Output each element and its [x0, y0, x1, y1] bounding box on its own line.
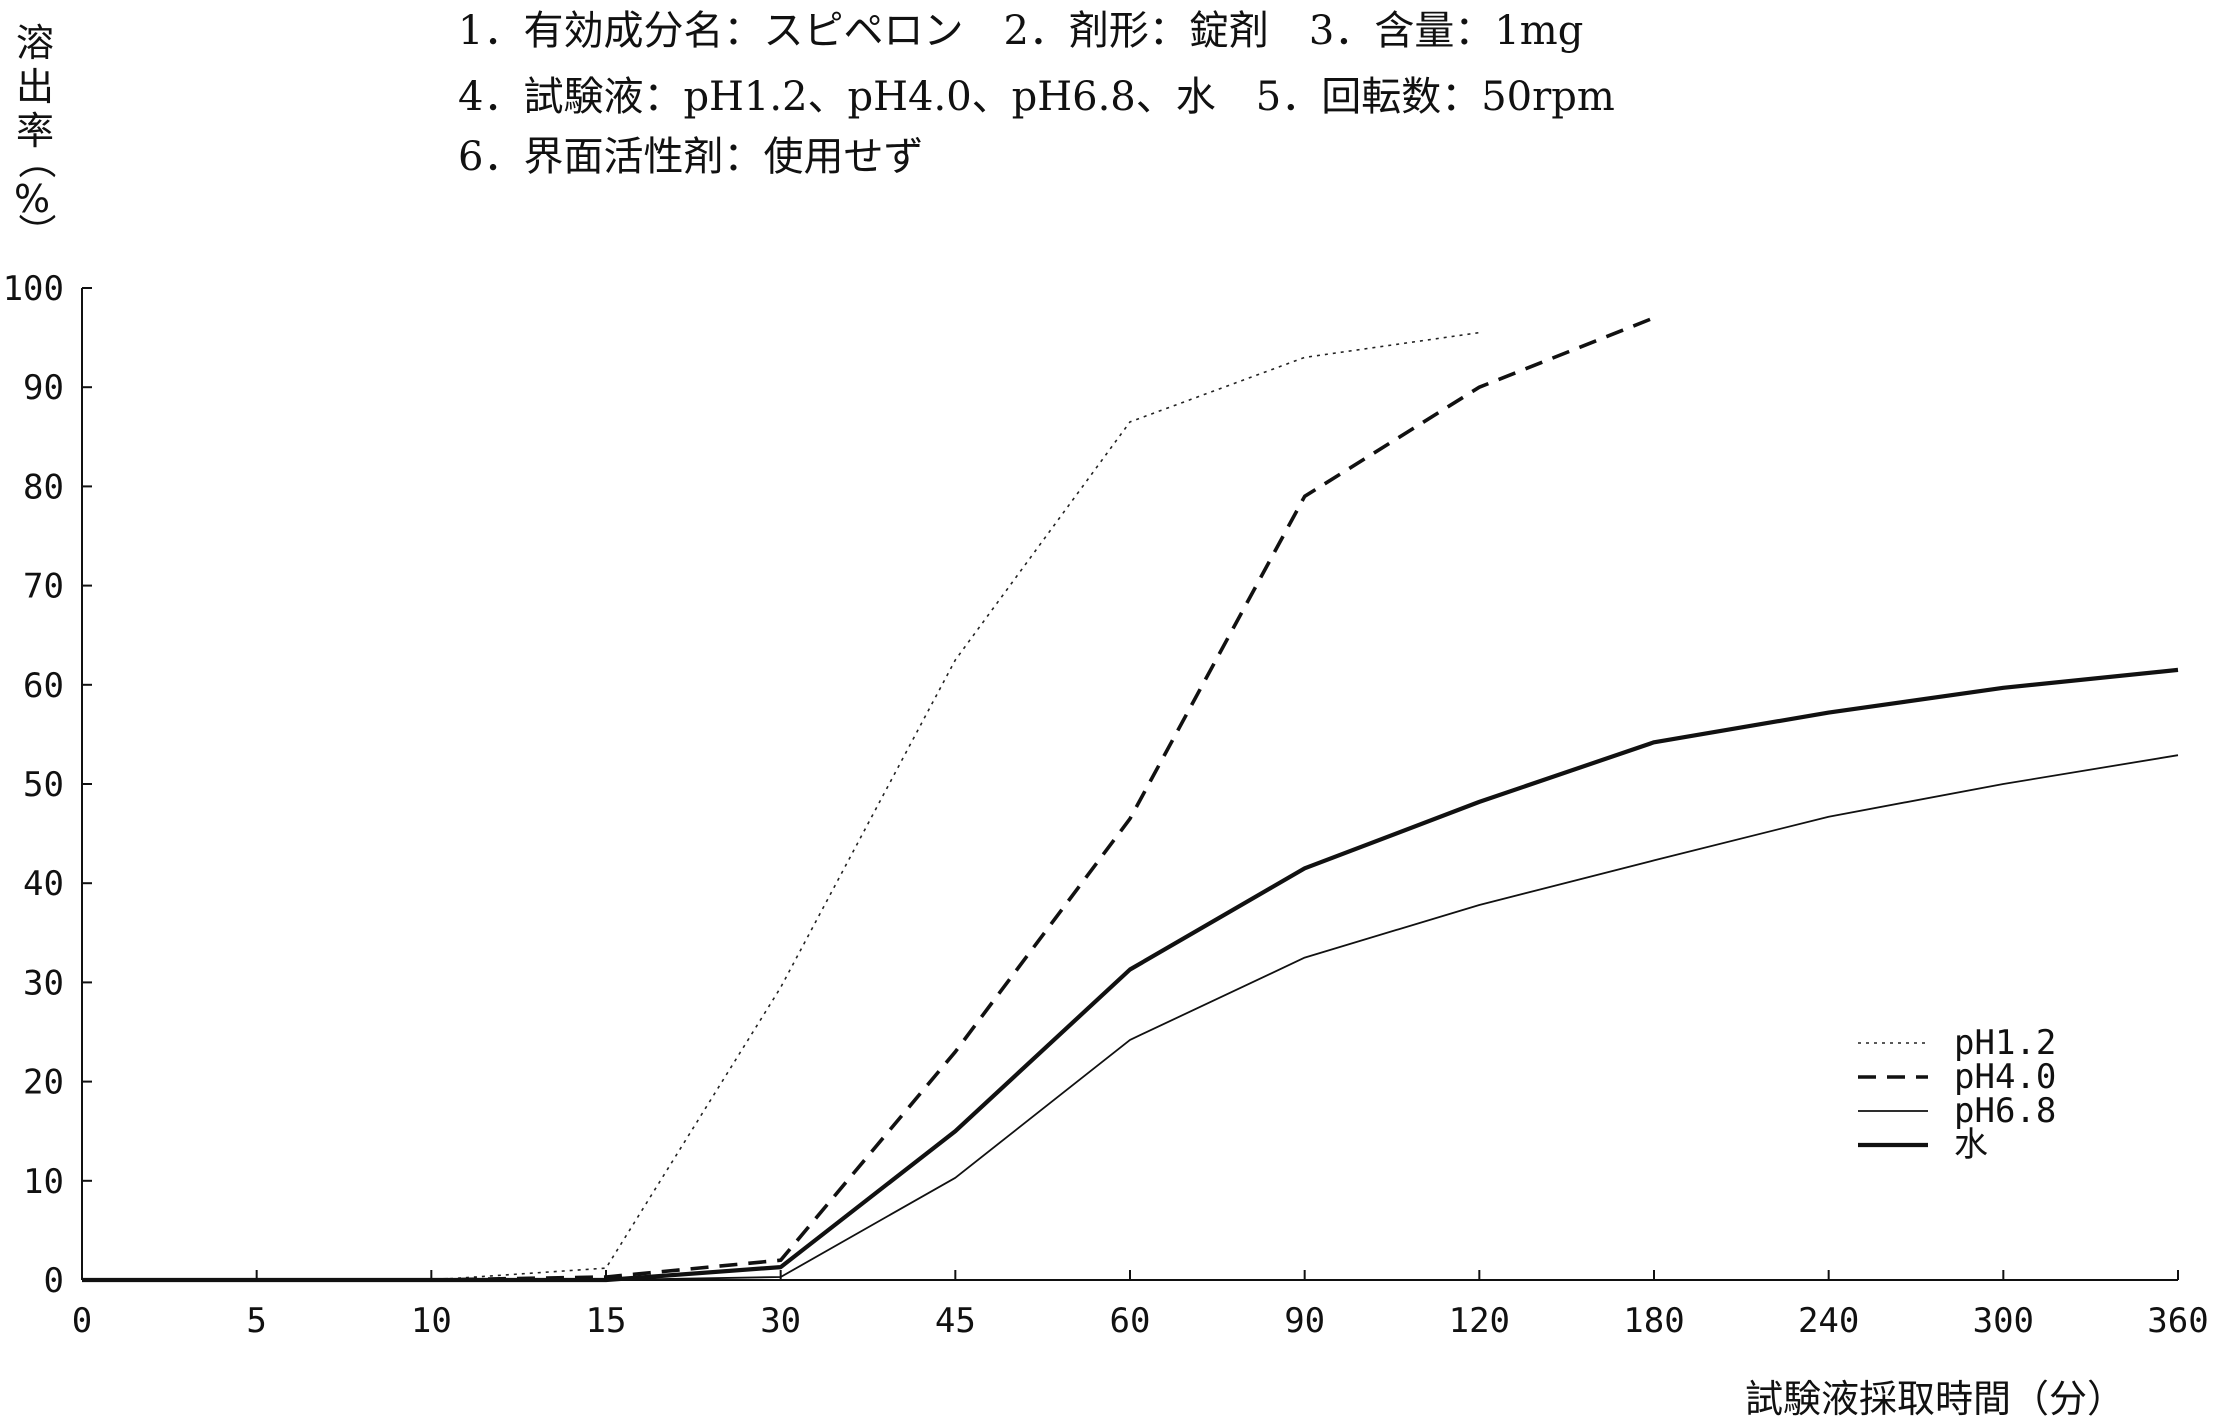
series-line-3	[82, 754, 2179, 1281]
y-tick-label: 50	[23, 765, 64, 805]
header-line-1: 1．有効成分名：スピペロン 2．剤形：錠剤 3．含量：1mg	[458, 8, 1583, 54]
y-axis-title-char: ）	[14, 213, 58, 251]
x-tick-label: 60	[1110, 1301, 1151, 1341]
header-line-3: 6．界面活性剤：使用せず	[458, 134, 923, 180]
x-tick-label: 5	[246, 1301, 266, 1341]
x-tick-label: 15	[586, 1301, 627, 1341]
legend-label: pH6.8	[1954, 1091, 2056, 1131]
y-axis-title-char: 率	[16, 109, 54, 153]
y-axis-title-char: （	[14, 141, 58, 179]
x-tick-label: 240	[1798, 1301, 1859, 1341]
y-tick-label: 100	[3, 269, 64, 309]
x-tick-label: 180	[1623, 1301, 1684, 1341]
series-lines	[82, 316, 2179, 1283]
y-tick-label: 20	[23, 1063, 64, 1103]
y-tick-label: 60	[23, 666, 64, 706]
y-tick-label: 10	[23, 1162, 64, 1202]
legend-label: pH1.2	[1954, 1023, 2056, 1063]
x-tick-label: 120	[1449, 1301, 1510, 1341]
y-axis-title-char: 溶	[16, 21, 54, 65]
x-tick-label: 360	[2147, 1301, 2208, 1341]
series-line-1	[82, 331, 1480, 1281]
legend-label: pH4.0	[1954, 1057, 2056, 1097]
y-tick-label: 80	[23, 467, 64, 507]
chart-header: 1．有効成分名：スピペロン 2．剤形：錠剤 3．含量：1mg 4．試験液：pH1…	[458, 8, 1615, 180]
x-axis-title: 試験液採取時間（分）	[1745, 1377, 2125, 1417]
x-tick-label: 0	[72, 1301, 92, 1341]
y-axis-title-char: %	[14, 177, 50, 221]
y-axis-title: 溶 出 率 （ % ）	[14, 21, 58, 251]
header-line-2: 4．試験液：pH1.2、pH4.0、pH6.8、水 5．回転数：50rpm	[458, 74, 1615, 120]
y-tick-label: 30	[23, 963, 64, 1003]
x-tick-label: 90	[1284, 1301, 1325, 1341]
y-tick-label: 0	[44, 1261, 64, 1301]
x-tick-label: 45	[935, 1301, 976, 1341]
x-axis-ticks: 0 5 10 15 30 45 60 90 120 180 240 300 360	[72, 1270, 2209, 1341]
x-tick-label: 30	[760, 1301, 801, 1341]
series-line-2	[82, 316, 1655, 1282]
legend-label: 水	[1954, 1125, 1988, 1165]
y-axis-ticks: 0 10 20 30 40 50 60 70 80 90 100	[3, 269, 92, 1301]
y-tick-label: 90	[23, 368, 64, 408]
y-axis-title-char: 出	[16, 65, 54, 109]
series-line-4	[82, 667, 2179, 1283]
x-tick-label: 10	[411, 1301, 452, 1341]
x-tick-label: 300	[1973, 1301, 2034, 1341]
y-tick-label: 40	[23, 864, 64, 904]
y-tick-label: 70	[23, 567, 64, 607]
axes	[81, 288, 2178, 1281]
